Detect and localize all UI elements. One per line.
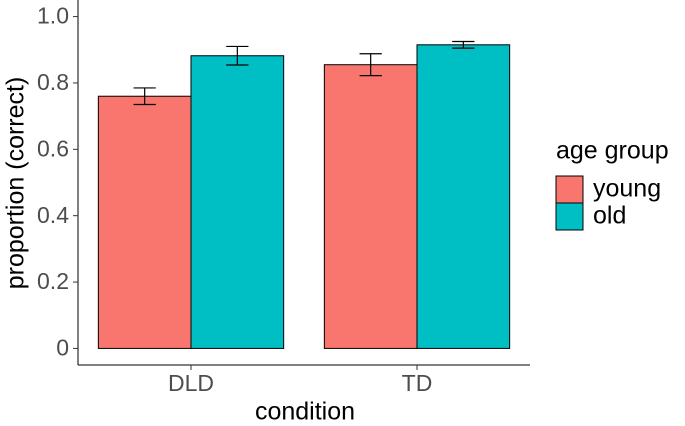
y-tick-label: 0.2 [37,268,69,294]
legend-title: age group [556,137,669,165]
y-tick-label: 0 [56,334,69,360]
bar [323,64,418,349]
error-bar [226,45,249,66]
bar [97,95,192,349]
x-tick-label: DLD [168,370,214,396]
error-bar [359,53,382,77]
x-axis-title: condition [255,398,355,426]
x-tick-label: TD [402,370,433,396]
y-axis-title: proportion (correct) [2,77,30,290]
y-tick-label: 0.8 [37,69,69,95]
bar [416,44,511,349]
y-tick-label: 0.4 [37,202,69,228]
legend-key [555,175,584,204]
bar [190,55,285,349]
error-bar [452,40,475,49]
legend-key [555,202,584,231]
y-tick-label: 1.0 [37,3,69,29]
error-bar [133,87,156,106]
legend-label: old [593,202,626,230]
y-tick-label: 0.6 [37,135,69,161]
legend-label: young [593,175,661,203]
